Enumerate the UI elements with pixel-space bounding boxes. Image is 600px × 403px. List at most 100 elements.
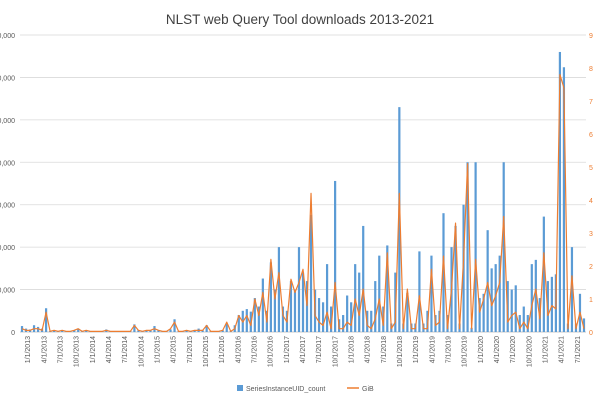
bar: [474, 162, 477, 332]
right-tick-label: 0: [589, 330, 593, 337]
bar: [185, 330, 188, 332]
x-tick-label: 1/1/2014: [90, 336, 97, 363]
bar: [237, 315, 240, 332]
bar: [354, 264, 357, 332]
bar: [173, 319, 176, 332]
bar: [334, 180, 337, 332]
x-tick-label: 7/1/2013: [57, 336, 64, 363]
bars: [20, 51, 586, 332]
bar: [482, 293, 485, 332]
x-tick-label: 10/1/2017: [332, 336, 339, 367]
bar: [36, 326, 40, 332]
bar: [406, 292, 409, 332]
right-tick-label: 3: [589, 231, 593, 238]
left-tick-label: 0: [11, 330, 15, 337]
x-tick-label: 4/1/2016: [235, 336, 242, 363]
x-tick-label: 7/1/2015: [187, 336, 194, 363]
bar: [305, 281, 309, 332]
bar: [530, 264, 533, 332]
x-tick-label: 4/1/2017: [300, 336, 307, 363]
bar: [221, 330, 224, 332]
right-tick-label: 1: [589, 297, 593, 304]
bar: [442, 213, 445, 332]
bar: [502, 162, 505, 332]
right-tick-label: 8: [589, 66, 593, 73]
bar: [478, 298, 481, 332]
x-tick-label: 1/1/2019: [413, 336, 420, 363]
bar: [245, 309, 248, 332]
bar: [454, 225, 457, 332]
bar: [289, 281, 293, 332]
bar: [277, 247, 281, 332]
x-tick-label: 1/1/2020: [478, 336, 485, 363]
left-tick-label: 0,000: [0, 245, 15, 252]
x-tick-label: 10/1/2013: [74, 336, 81, 367]
x-tick-label: 1/1/2018: [349, 336, 356, 363]
bar: [133, 324, 136, 332]
x-tick-label: 4/1/2020: [494, 336, 501, 363]
bar: [293, 289, 297, 332]
bar: [534, 259, 537, 332]
bar: [77, 328, 80, 332]
bar: [498, 255, 501, 332]
bar: [418, 251, 421, 332]
legend-label-gib: GiB: [362, 386, 374, 393]
legend-swatch-seriesinstanceuid: [237, 385, 243, 391]
bar: [370, 310, 373, 332]
left-tick-label: 0,000: [0, 75, 15, 82]
bar: [61, 330, 64, 332]
bar: [486, 230, 489, 332]
right-tick-label: 4: [589, 198, 593, 205]
x-tick-label: 10/1/2016: [268, 336, 275, 367]
bar: [494, 264, 497, 332]
bar: [225, 323, 228, 332]
right-tick-label: 5: [589, 165, 593, 172]
bar: [470, 327, 473, 332]
legend: SeriesInstanceUID_count GiB: [237, 385, 374, 393]
bar: [350, 302, 353, 332]
bar: [73, 330, 76, 332]
bar: [358, 272, 361, 332]
left-tick-label: 0,000: [0, 33, 15, 40]
bar: [253, 298, 256, 332]
bar: [149, 330, 152, 332]
bar: [362, 225, 365, 332]
bar: [386, 245, 389, 332]
bar: [297, 247, 301, 332]
bar: [329, 306, 333, 332]
bar: [193, 330, 196, 332]
bar: [378, 255, 381, 332]
bar: [466, 162, 469, 332]
x-tick-label: 1/1/2015: [154, 336, 161, 363]
x-tick-label: 4/1/2021: [559, 336, 566, 363]
bar: [490, 268, 493, 332]
bar: [85, 330, 88, 332]
bar: [261, 278, 264, 332]
bar: [394, 272, 397, 332]
x-tick-label: 1/1/2021: [543, 336, 550, 363]
bar: [145, 330, 148, 332]
x-tick-label: 4/1/2019: [429, 336, 436, 363]
bar: [169, 329, 172, 332]
bar: [201, 330, 204, 332]
legend-label-seriesinstanceuid: SeriesInstanceUID_count: [246, 386, 325, 393]
bar: [522, 306, 525, 332]
bar: [157, 330, 160, 332]
bar: [317, 298, 321, 332]
bar: [518, 315, 521, 332]
x-tick-label: 1/1/2013: [25, 336, 32, 363]
right-tick-label: 2: [589, 264, 593, 271]
bar: [301, 272, 305, 332]
x-tick-label: 4/1/2014: [106, 336, 113, 363]
bar: [325, 264, 329, 332]
x-tick-label: 1/1/2017: [284, 336, 291, 363]
line-series-gib: [21, 73, 585, 332]
bar: [321, 302, 325, 332]
x-tick-label: 4/1/2018: [365, 336, 372, 363]
x-tick-label: 7/1/2017: [316, 336, 323, 363]
right-tick-label: 6: [589, 132, 593, 139]
x-tick-label: 7/1/2016: [251, 336, 258, 363]
bar: [205, 325, 208, 332]
bar: [53, 330, 56, 332]
